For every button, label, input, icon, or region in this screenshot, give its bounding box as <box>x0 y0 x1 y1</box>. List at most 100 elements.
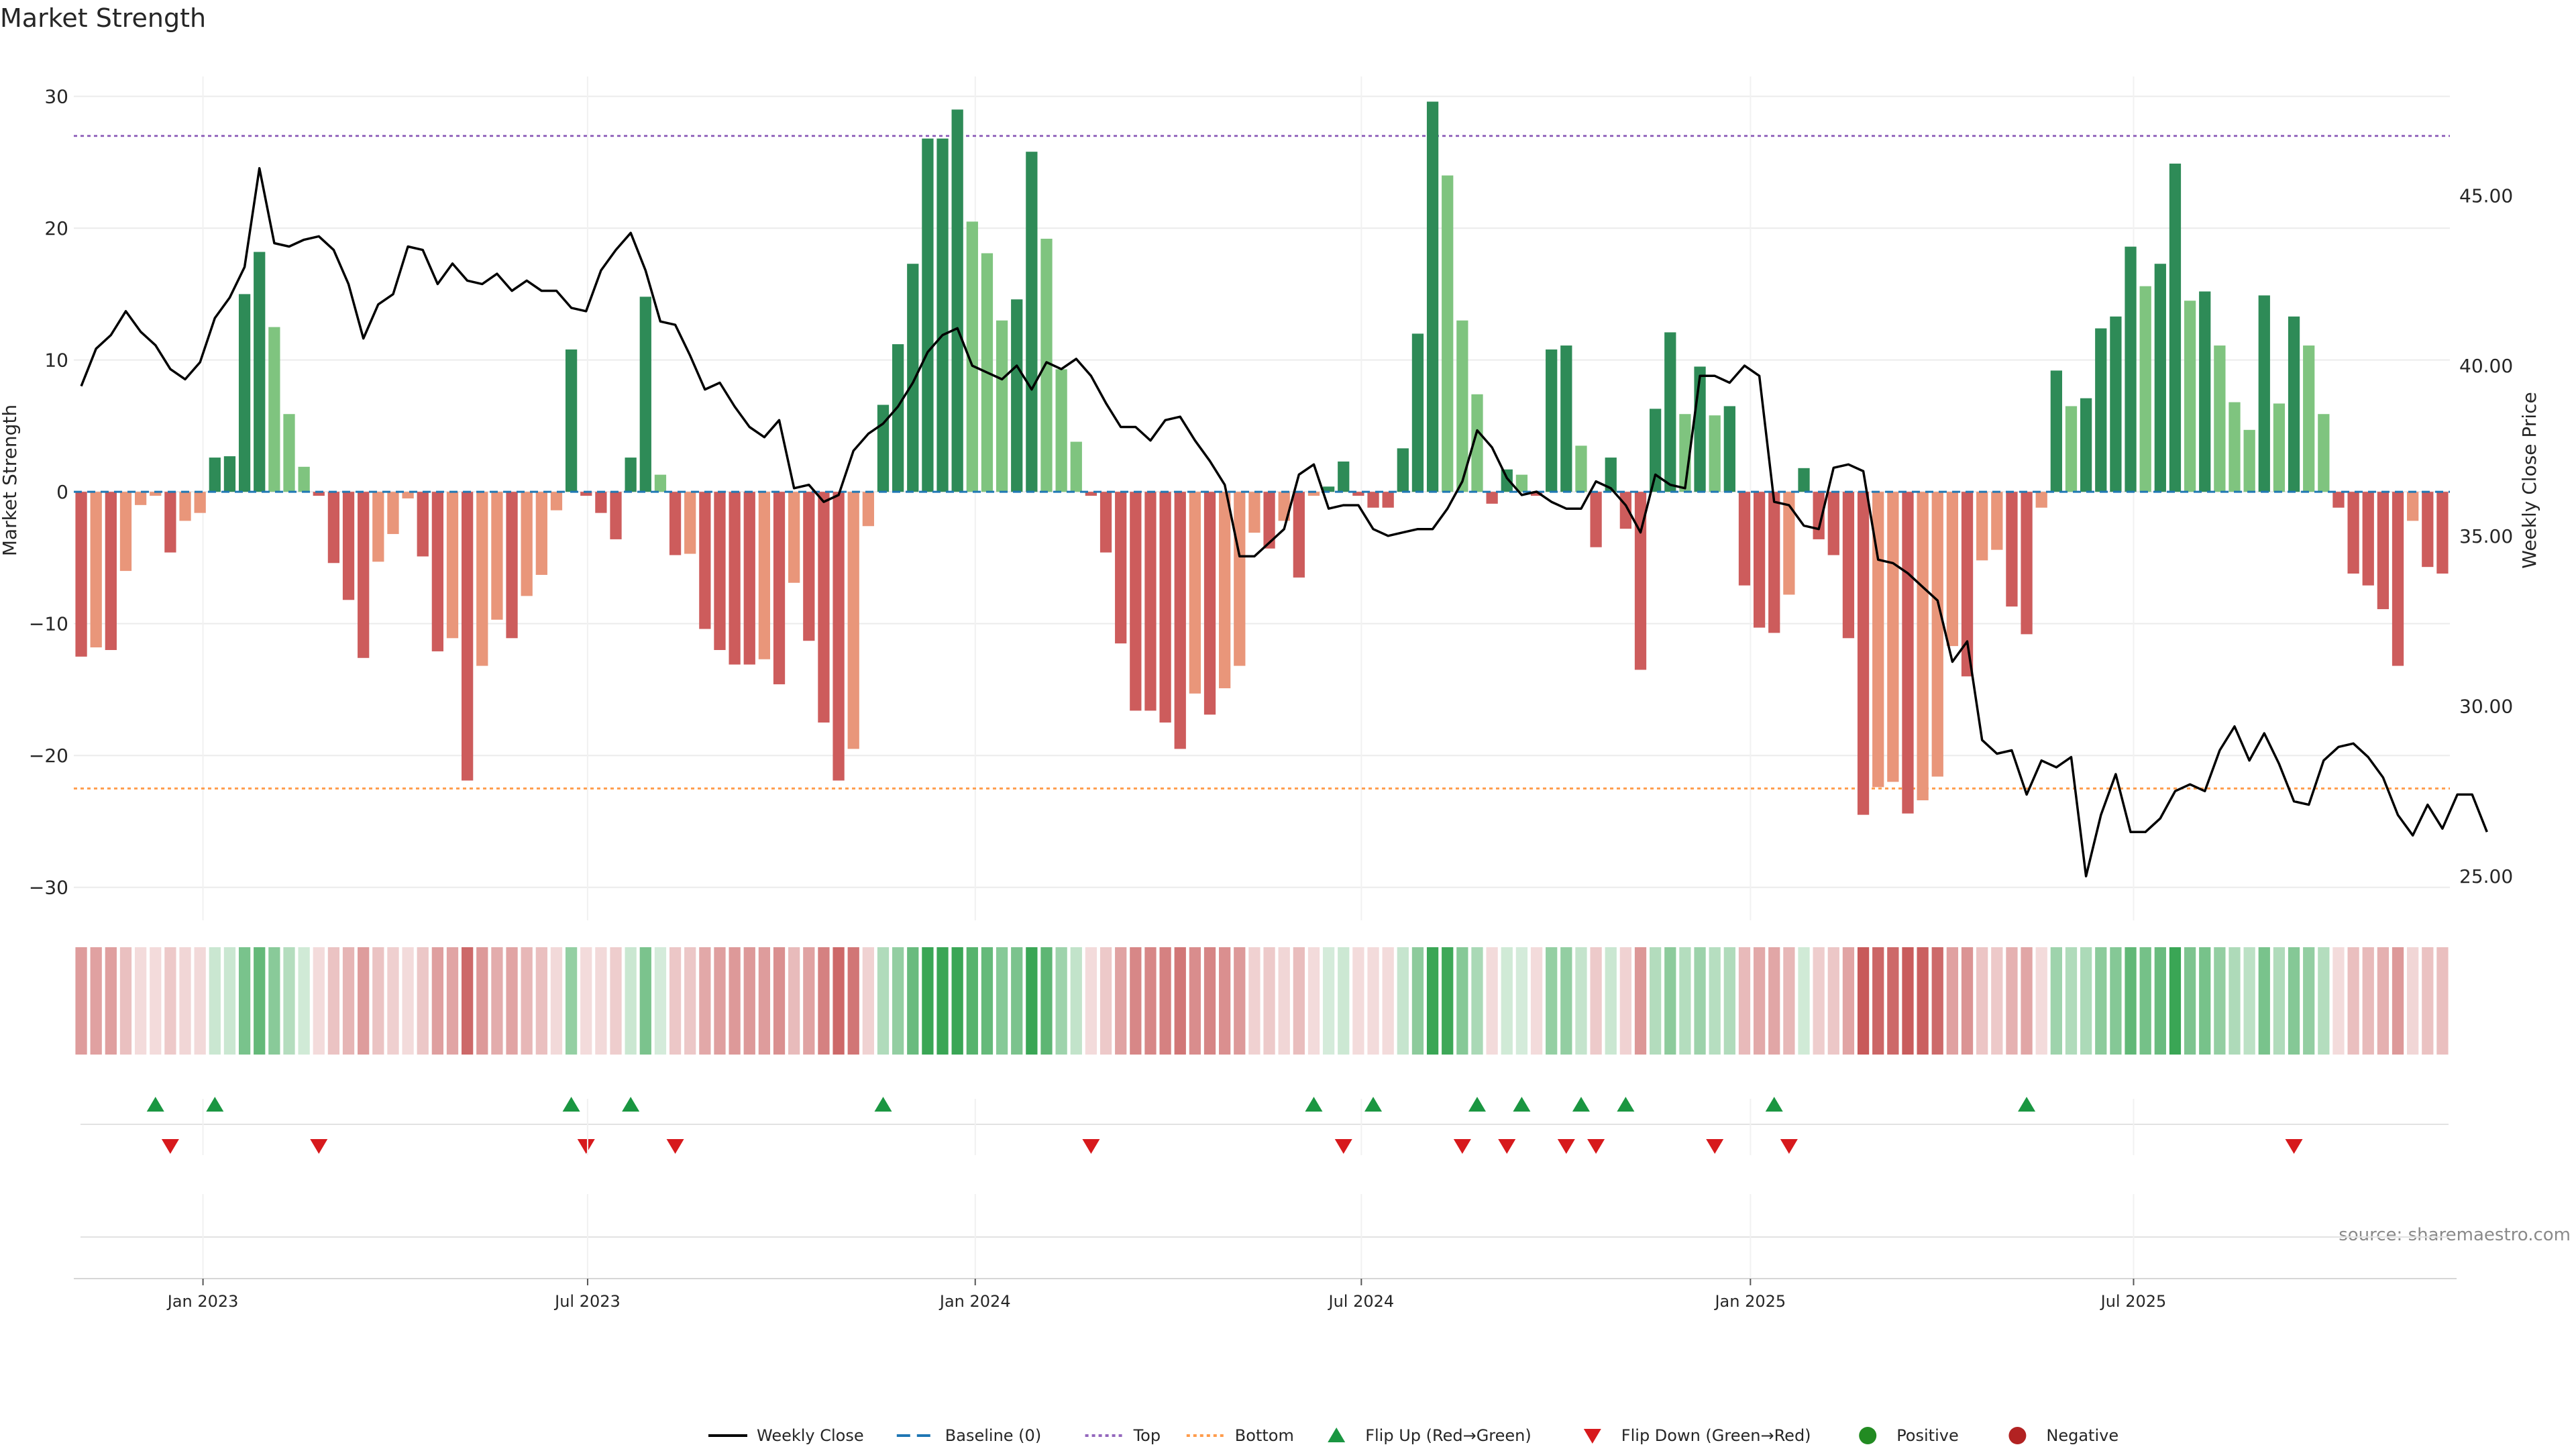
flip-down-marker <box>1587 1139 1605 1154</box>
source-label: source: sharemaestro.com <box>2339 1225 2571 1245</box>
strength-bar <box>1872 492 1884 788</box>
strength-bar <box>1650 409 1662 492</box>
flip-down-marker <box>161 1139 179 1154</box>
strength-bar <box>2006 492 2018 607</box>
heat-cell <box>580 947 592 1055</box>
heat-cell <box>922 947 934 1055</box>
strength-bar <box>358 492 370 658</box>
heat-cell <box>1887 947 1899 1055</box>
heat-cell <box>877 947 890 1055</box>
y-left-tick-label: 30 <box>44 86 68 108</box>
heat-cell <box>639 947 651 1055</box>
heat-cell <box>298 947 310 1055</box>
heat-cell <box>1011 947 1023 1055</box>
flip-up-marker <box>622 1097 640 1112</box>
strength-bar <box>1382 492 1394 508</box>
strength-bar <box>714 492 726 650</box>
heat-cell <box>1085 947 1097 1055</box>
strength-bar <box>223 456 236 492</box>
y-left-tick-label: 20 <box>44 217 68 239</box>
flip-down-marker <box>310 1139 328 1154</box>
strength-bar <box>1753 492 1766 628</box>
heat-cell <box>119 947 132 1055</box>
strength-bar <box>803 492 815 641</box>
strength-bar <box>1263 492 1275 549</box>
strength-bar <box>1367 492 1379 508</box>
legend-label: Negative <box>2046 1426 2118 1445</box>
strength-bar <box>1070 441 1082 492</box>
heat-cell <box>1783 947 1795 1055</box>
threshold-lines <box>74 135 2450 790</box>
strength-bar <box>1352 492 1364 496</box>
strength-bar <box>402 492 414 498</box>
heat-cell <box>1248 947 1260 1055</box>
strength-bar <box>1842 492 1855 639</box>
strength-bar <box>2318 414 2330 492</box>
heat-cell <box>223 947 236 1055</box>
heat-cell <box>1709 947 1721 1055</box>
heat-cell <box>625 947 637 1055</box>
strength-bar <box>2377 492 2390 610</box>
strength-bar <box>1055 369 1067 492</box>
legend-item: Positive <box>1859 1426 1959 1445</box>
flip-down-marker <box>1706 1139 1724 1154</box>
strength-bar <box>743 492 755 665</box>
flip-up-marker <box>206 1097 224 1112</box>
heat-cell <box>1234 947 1246 1055</box>
strength-bar <box>2229 402 2241 492</box>
heat-cell <box>1753 947 1766 1055</box>
legend-item: Weekly Close <box>708 1426 864 1445</box>
strength-bar <box>892 344 904 492</box>
price-line-group <box>80 167 2488 877</box>
heat-cell <box>179 947 191 1055</box>
heat-cell <box>2035 947 2047 1055</box>
strength-bar <box>119 492 132 572</box>
strength-bar <box>729 492 741 665</box>
strength-bar <box>818 492 830 723</box>
strength-bar <box>1501 469 1513 492</box>
legend-label: Top <box>1133 1426 1161 1445</box>
strength-bar <box>298 466 310 492</box>
heat-cell <box>1813 947 1825 1055</box>
heat-cell <box>1798 947 1810 1055</box>
heat-cell <box>1842 947 1855 1055</box>
strength-bar <box>2154 264 2166 492</box>
heat-cell <box>2273 947 2286 1055</box>
heat-cell <box>1442 947 1454 1055</box>
heat-cell <box>535 947 547 1055</box>
strength-bar <box>268 327 280 492</box>
heat-cell <box>1768 947 1780 1055</box>
strength-bar <box>90 492 102 648</box>
strength-bar <box>1827 492 1839 555</box>
strength-bar <box>1307 492 1320 496</box>
strength-bar <box>238 294 251 492</box>
x-tick-label: Jul 2024 <box>1327 1292 1394 1311</box>
heat-cell <box>1382 947 1394 1055</box>
heat-cell <box>699 947 711 1055</box>
y-right-tick-label: 40.00 <box>2459 355 2513 377</box>
strength-bar <box>1159 492 1171 723</box>
strength-bar <box>179 492 191 521</box>
heat-cell <box>1946 947 1959 1055</box>
strength-bar <box>1174 492 1186 749</box>
heat-cell <box>2080 947 2092 1055</box>
strength-bar <box>2080 398 2092 492</box>
strength-bar <box>966 221 978 492</box>
y-right-ticks: 45.00 40.00 35.00 30.00 25.00 <box>2459 184 2513 888</box>
heat-cell <box>966 947 978 1055</box>
strength-bar <box>254 252 266 492</box>
strength-bar <box>1338 461 1350 492</box>
heat-cell <box>892 947 904 1055</box>
strength-bar <box>951 109 963 492</box>
x-tick-label: Jul 2025 <box>2100 1292 2167 1311</box>
heat-cell <box>1723 947 1735 1055</box>
strength-bar <box>580 492 592 496</box>
legend: Weekly Close Baseline (0) Top Bottom Flip Up… <box>708 1426 2118 1445</box>
heat-cell <box>1634 947 1647 1055</box>
x-tick-label: Jul 2023 <box>553 1292 621 1311</box>
heat-cell <box>2229 947 2241 1055</box>
strength-bar <box>1099 492 1112 553</box>
legend-item: Top <box>1085 1426 1161 1445</box>
strength-bar <box>194 492 206 513</box>
